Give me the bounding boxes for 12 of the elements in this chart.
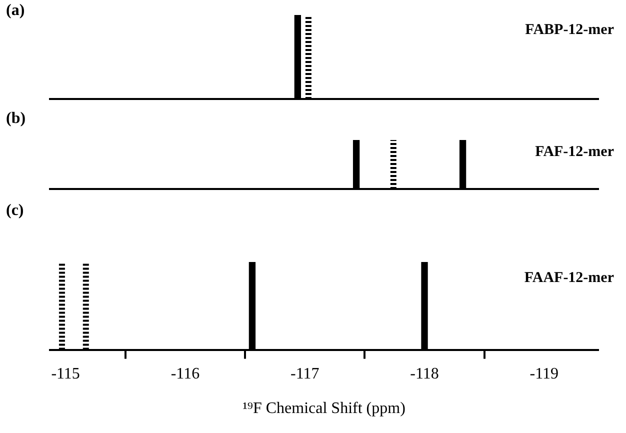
chart-title: (a)	[6, 2, 25, 20]
annotation: FAAF-12-mer	[524, 270, 614, 287]
chart-title: (c)	[6, 202, 24, 220]
annotation: FAF-12-mer	[535, 144, 614, 161]
x-axis-title: ¹⁹F Chemical Shift (ppm)	[242, 400, 406, 418]
x-tick-label: -118	[410, 366, 439, 383]
x-tick-label: -115	[51, 366, 80, 383]
annotation: FABP-12-mer	[525, 22, 614, 39]
chart-title: (b)	[6, 110, 26, 128]
x-tick-label: -119	[530, 366, 559, 383]
x-tick-label: -116	[170, 366, 200, 383]
x-tick-label: -117	[290, 366, 320, 383]
